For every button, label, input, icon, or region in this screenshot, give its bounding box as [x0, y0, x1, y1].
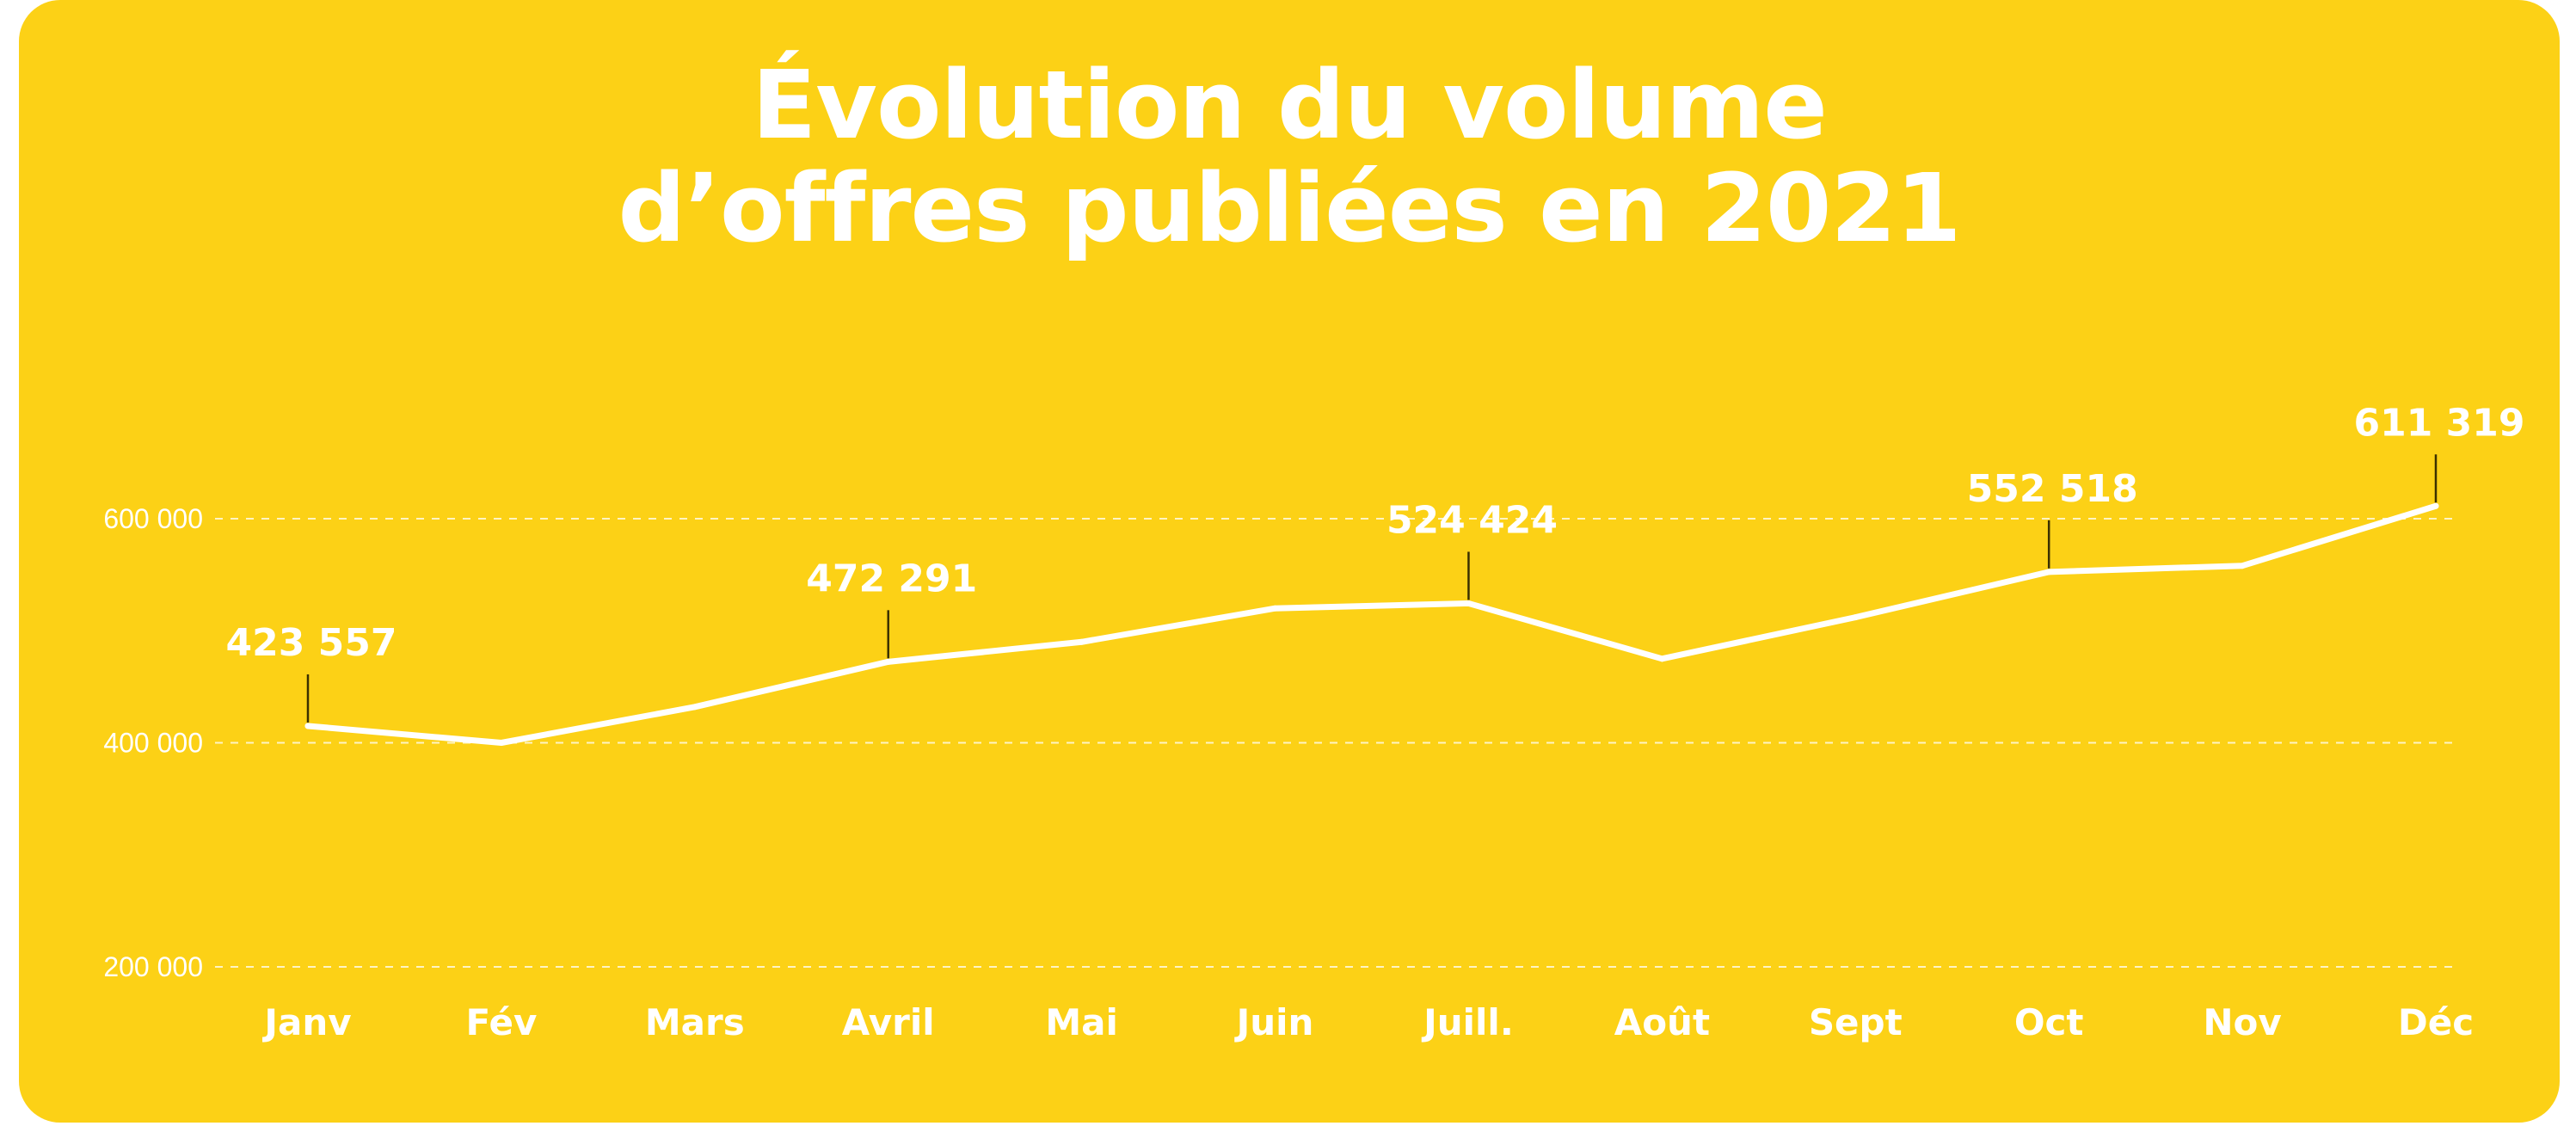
data-label: 611 319: [2353, 401, 2524, 445]
chart-title: Évolution du volume d’offres publiées en…: [19, 53, 2560, 260]
data-point: [1272, 605, 1279, 612]
series-line-0: [304, 502, 2439, 746]
x-tick-label: Mai: [1045, 1001, 1118, 1043]
x-tick-label: Mars: [645, 1001, 745, 1043]
series-line: [304, 502, 2439, 746]
data-point: [2239, 563, 2246, 569]
chart-card: Évolution du volume d’offres publiées en…: [19, 0, 2560, 1123]
data-label: 423 557: [225, 621, 397, 665]
x-tick-label: Juill.: [1421, 1001, 1514, 1043]
y-axis-ticks: 200 000 400 000 600 000: [103, 503, 203, 982]
data-label: 472 291: [806, 557, 977, 600]
data-point: [2432, 502, 2439, 509]
x-tick-label: Sept: [1809, 1001, 1903, 1043]
data-labels: 423 557 472 291 524 424 552 518 611 319: [225, 401, 2524, 665]
data-point: [1852, 614, 1859, 621]
x-tick-label: Janv: [261, 1001, 351, 1043]
data-label: 552 518: [1967, 467, 2138, 511]
data-point: [1465, 600, 1472, 606]
x-tick-label: Avril: [842, 1001, 935, 1043]
data-point: [885, 658, 892, 665]
y-tick-label: 600 000: [103, 503, 203, 534]
x-axis-ticks: Janv Fév Mars Avril Mai Juin Juill. Août Sept Oct…: [261, 1001, 2474, 1043]
y-tick-label: 200 000: [103, 951, 203, 982]
data-label: 524 424: [1386, 498, 1558, 542]
data-label-leaders: [306, 454, 2438, 723]
x-tick-label: Nov: [2203, 1001, 2281, 1043]
gridlines: [215, 518, 2460, 968]
data-point: [1079, 638, 1085, 645]
data-point: [304, 723, 311, 729]
x-tick-label: Juin: [1234, 1001, 1314, 1043]
data-point: [1658, 655, 1665, 662]
data-point: [692, 704, 698, 711]
y-tick-label: 400 000: [103, 728, 203, 759]
chart-title-line-1: Évolution du volume: [752, 50, 1828, 160]
x-tick-label: Déc: [2398, 1001, 2474, 1043]
x-tick-label: Oct: [2014, 1001, 2084, 1043]
data-point: [498, 740, 505, 746]
data-point: [2045, 569, 2052, 575]
chart-title-line-2: d’offres publiées en 2021: [618, 153, 1962, 263]
x-tick-label: Fév: [465, 1001, 537, 1043]
x-tick-label: Août: [1614, 1001, 1710, 1043]
